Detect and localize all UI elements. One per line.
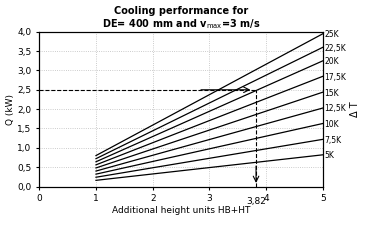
Text: 3,82: 3,82 (246, 197, 266, 206)
Y-axis label: Δ T: Δ T (350, 101, 361, 117)
X-axis label: Additional height units HB+HT: Additional height units HB+HT (112, 206, 250, 215)
Title: Cooling performance for
DE= 400 mm and v$_{\mathrm{max}}$=3 m/s: Cooling performance for DE= 400 mm and v… (102, 6, 261, 31)
Y-axis label: Q (kW): Q (kW) (5, 94, 15, 125)
